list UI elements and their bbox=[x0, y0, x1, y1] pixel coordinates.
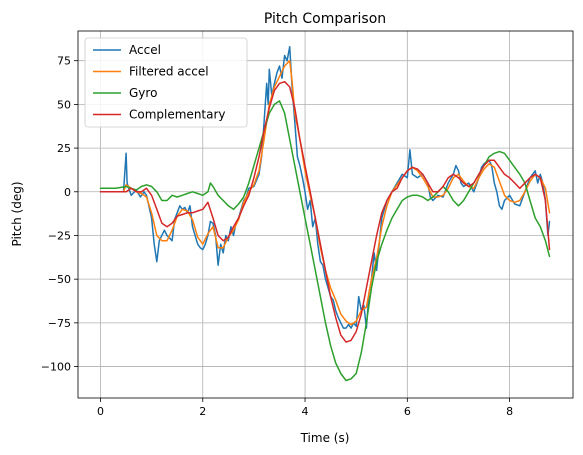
y-tick-label: −50 bbox=[48, 273, 71, 286]
y-tick-label: 25 bbox=[57, 142, 71, 155]
chart-title: Pitch Comparison bbox=[264, 11, 386, 27]
legend-label: Gyro bbox=[129, 86, 157, 100]
series-lines bbox=[99, 45, 551, 382]
x-tick-label: 4 bbox=[302, 405, 309, 418]
y-tick-label: −75 bbox=[48, 317, 71, 330]
series-line-accel bbox=[99, 45, 551, 329]
x-tick-label: 2 bbox=[199, 405, 206, 418]
y-tick-label: −100 bbox=[41, 361, 71, 374]
legend-box bbox=[84, 37, 248, 128]
series-line-filtered-accel bbox=[99, 59, 551, 326]
series-line-complementary bbox=[99, 80, 551, 343]
x-tick-label: 8 bbox=[506, 405, 513, 418]
plot-frame bbox=[77, 30, 574, 399]
legend-label: Accel bbox=[129, 43, 161, 57]
legend: Accel Filtered accel Gyro Complementary bbox=[84, 37, 248, 128]
y-tick-label: 0 bbox=[64, 186, 71, 199]
y-tick-label: −25 bbox=[48, 229, 71, 242]
y-axis-label: Pitch (deg) bbox=[10, 181, 24, 246]
x-axis-label: Time (s) bbox=[300, 431, 350, 445]
legend-label: Complementary bbox=[129, 108, 226, 122]
legend-label: Filtered accel bbox=[129, 65, 209, 79]
x-tick-label: 0 bbox=[97, 405, 104, 418]
y-tick-label: 50 bbox=[57, 98, 71, 111]
y-tick-label: 75 bbox=[57, 55, 71, 68]
axis-ticks: 0 2 4 6 8 −100 −75 −50 −25 0 25 50 75 bbox=[41, 55, 513, 418]
x-tick-label: 6 bbox=[404, 405, 411, 418]
